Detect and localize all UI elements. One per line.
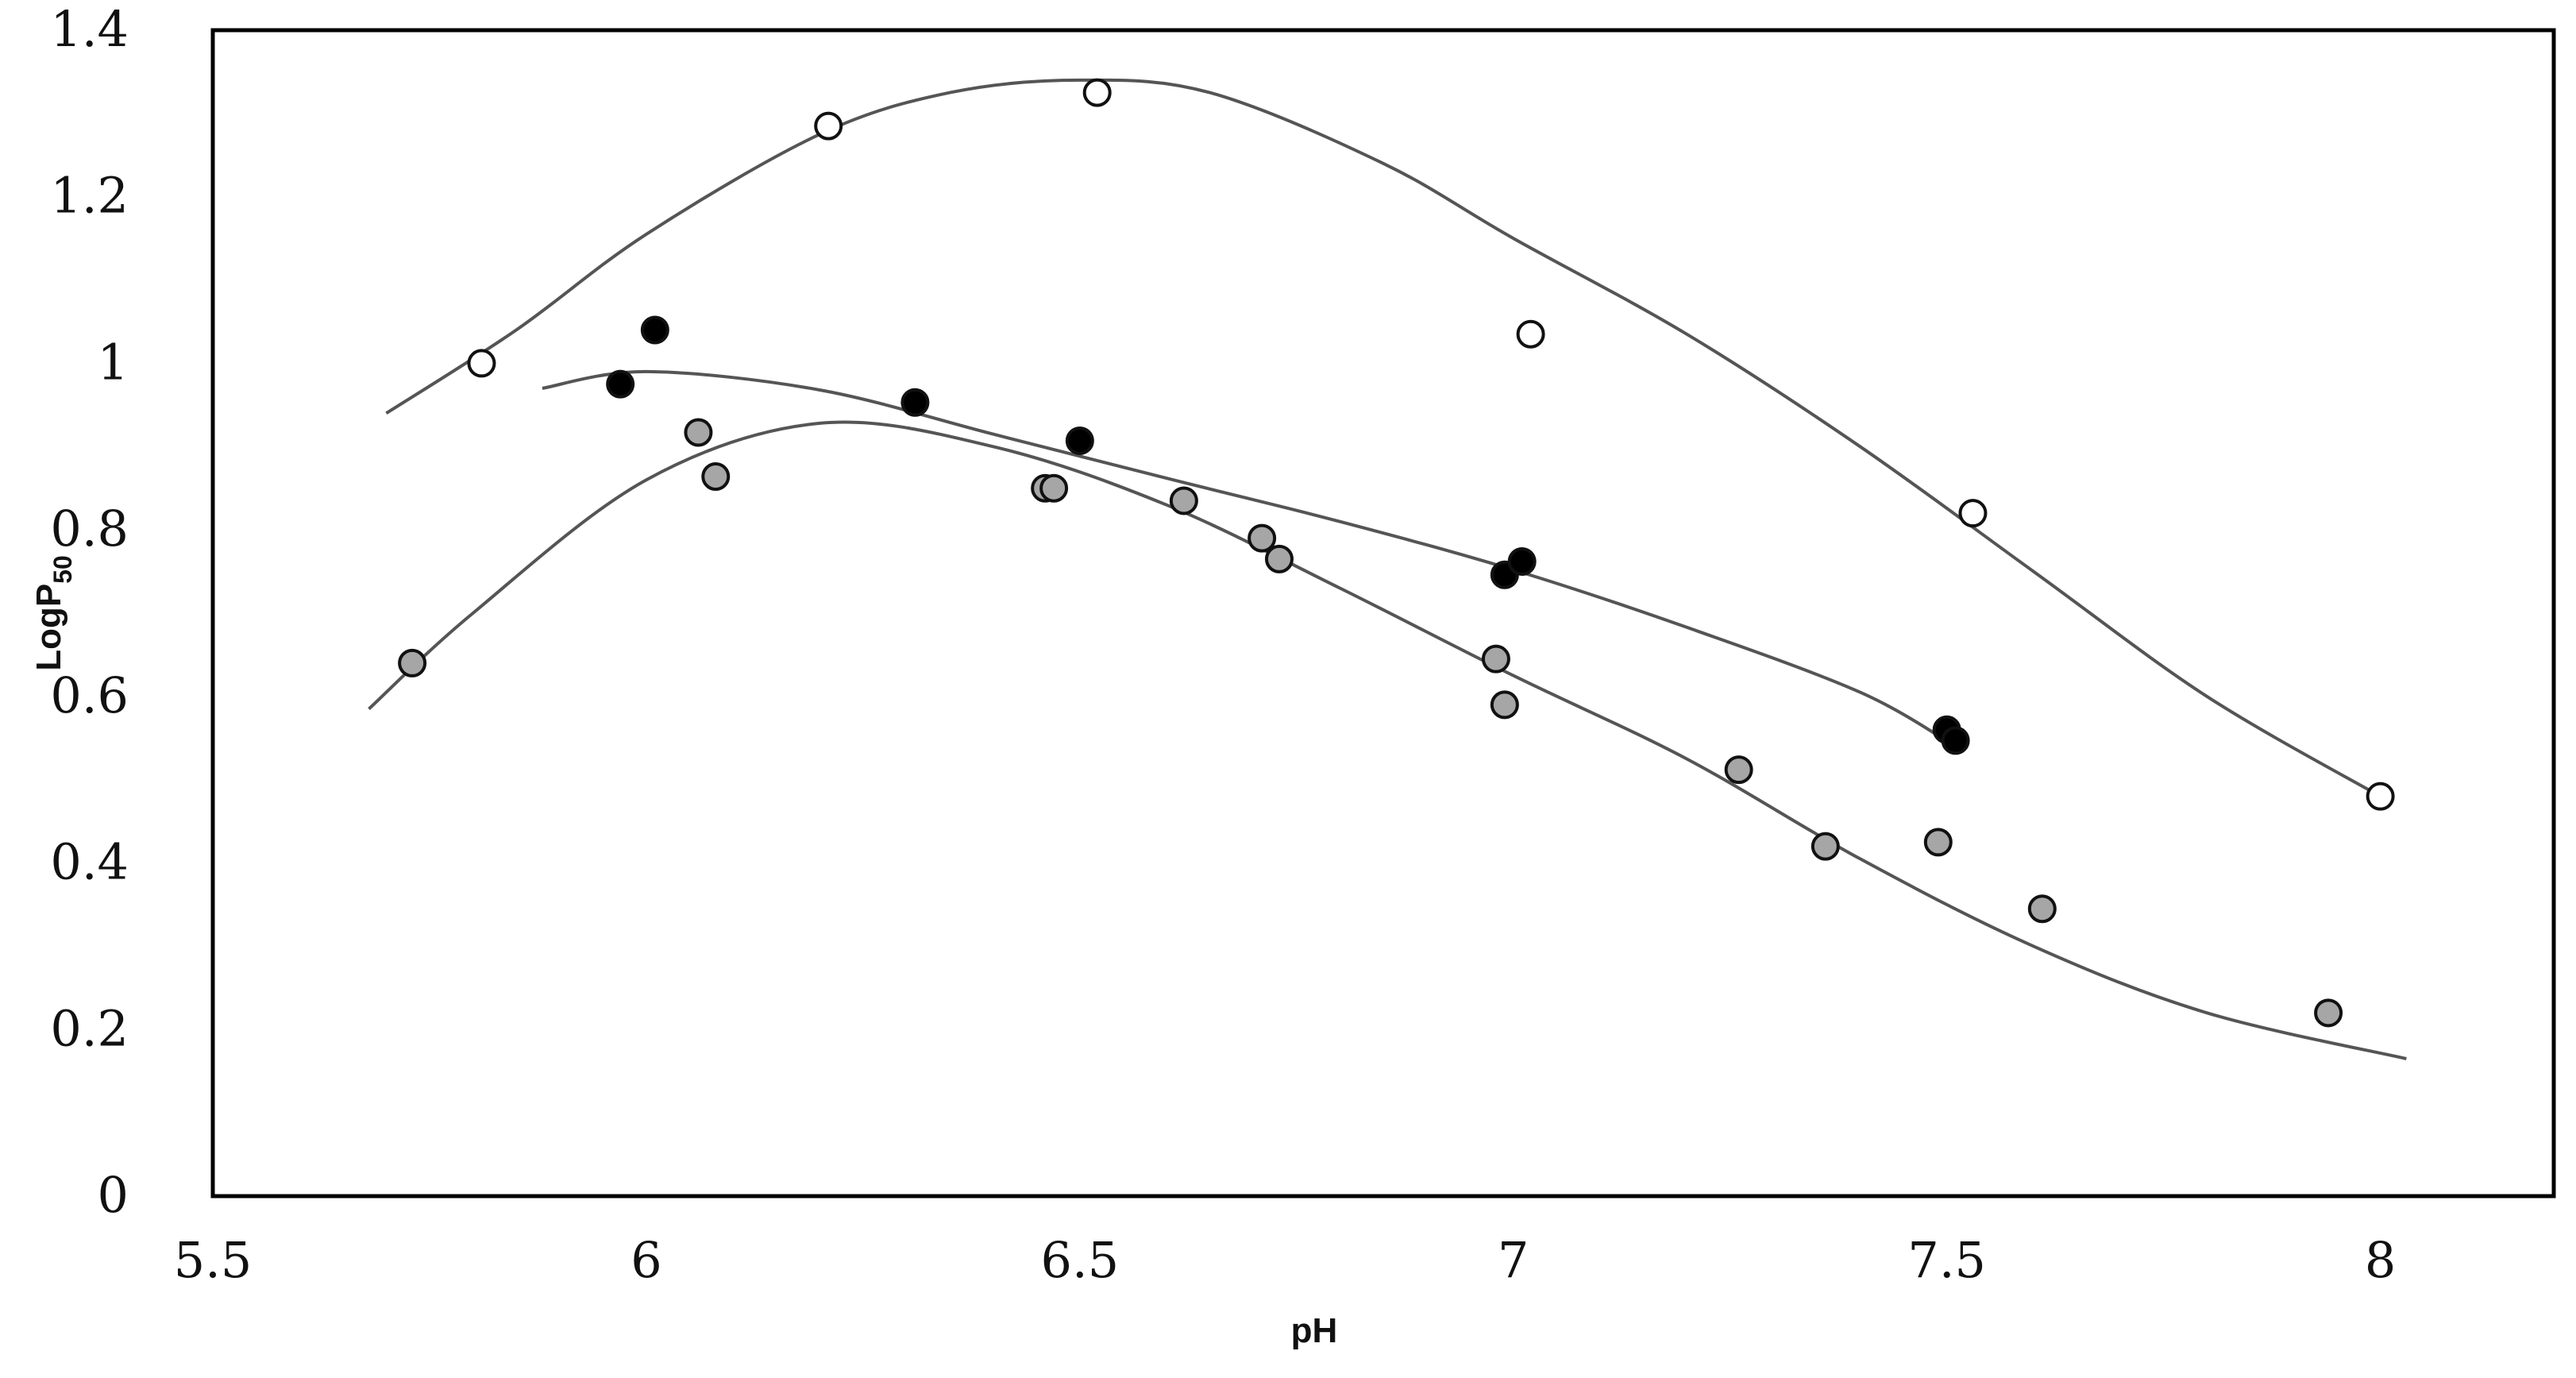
data-point-grey-circle <box>1169 486 1198 515</box>
y-tick-label: 1 <box>98 333 129 391</box>
data-point-open-circle <box>467 349 496 378</box>
y-axis-title: LogP50 <box>29 555 77 671</box>
data-point-filled-circle <box>900 388 930 417</box>
x-tick-label: 5.5 <box>174 1231 253 1289</box>
data-point-open-circle <box>1516 319 1545 349</box>
data-point-grey-circle <box>1923 828 1953 857</box>
y-tick-label: 0 <box>98 1166 129 1224</box>
data-point-grey-circle <box>2314 998 2343 1028</box>
y-axis-title-subscript: 50 <box>48 555 77 584</box>
y-axis-title-main: LogP <box>29 584 68 671</box>
y-tick-label: 0.2 <box>50 999 129 1057</box>
data-point-grey-circle <box>1248 523 1277 553</box>
data-point-grey-circle <box>1264 544 1294 573</box>
fit-curves <box>368 78 2407 1060</box>
data-point-open-circle <box>814 111 843 141</box>
y-tick-label: 0.8 <box>50 500 129 558</box>
data-point-grey-circle <box>1481 644 1510 674</box>
data-point-open-circle <box>1958 499 1988 528</box>
data-point-filled-circle <box>606 369 635 399</box>
y-tick-label: 0.4 <box>50 833 129 891</box>
x-tick-label: 8 <box>2365 1231 2396 1289</box>
data-point-grey-circle <box>398 648 427 677</box>
fit-curve-grey-circle <box>368 420 2407 1060</box>
data-point-open-circle <box>2366 782 2395 811</box>
data-point-filled-circle <box>640 315 669 345</box>
data-point-filled-circle <box>1065 426 1094 455</box>
y-tick-labels: 0 0.2 0.4 0.6 0.8 1 1.2 1.4 <box>50 0 129 1224</box>
x-tick-label: 6 <box>631 1231 661 1289</box>
fit-curve-open-circle <box>385 78 2381 798</box>
data-points <box>398 78 2395 1028</box>
x-tick-label: 7.5 <box>1907 1231 1986 1289</box>
data-point-grey-circle <box>1039 473 1069 503</box>
x-tick-labels: 5.5 6 6.5 7 7.5 8 <box>174 1231 2397 1289</box>
plot-area-frame <box>210 28 2556 1199</box>
data-point-grey-circle <box>1811 832 1840 861</box>
y-tick-label: 0.6 <box>50 666 129 724</box>
y-tick-label: 1.2 <box>50 167 129 225</box>
data-point-grey-circle <box>1490 690 1519 720</box>
x-tick-label: 6.5 <box>1041 1231 1120 1289</box>
x-axis-title: pH <box>1291 1311 1338 1350</box>
data-point-grey-circle <box>684 418 713 447</box>
data-point-open-circle <box>1082 78 1112 107</box>
x-tick-label: 7 <box>1498 1231 1529 1289</box>
data-point-grey-circle <box>2027 894 2057 924</box>
data-point-grey-circle <box>701 462 731 492</box>
fit-curve-filled-circle <box>542 369 1957 748</box>
data-point-filled-circle <box>1507 546 1537 576</box>
data-point-grey-circle <box>1724 755 1753 785</box>
y-tick-label: 1.4 <box>50 0 129 58</box>
data-point-filled-circle <box>1941 726 1970 755</box>
